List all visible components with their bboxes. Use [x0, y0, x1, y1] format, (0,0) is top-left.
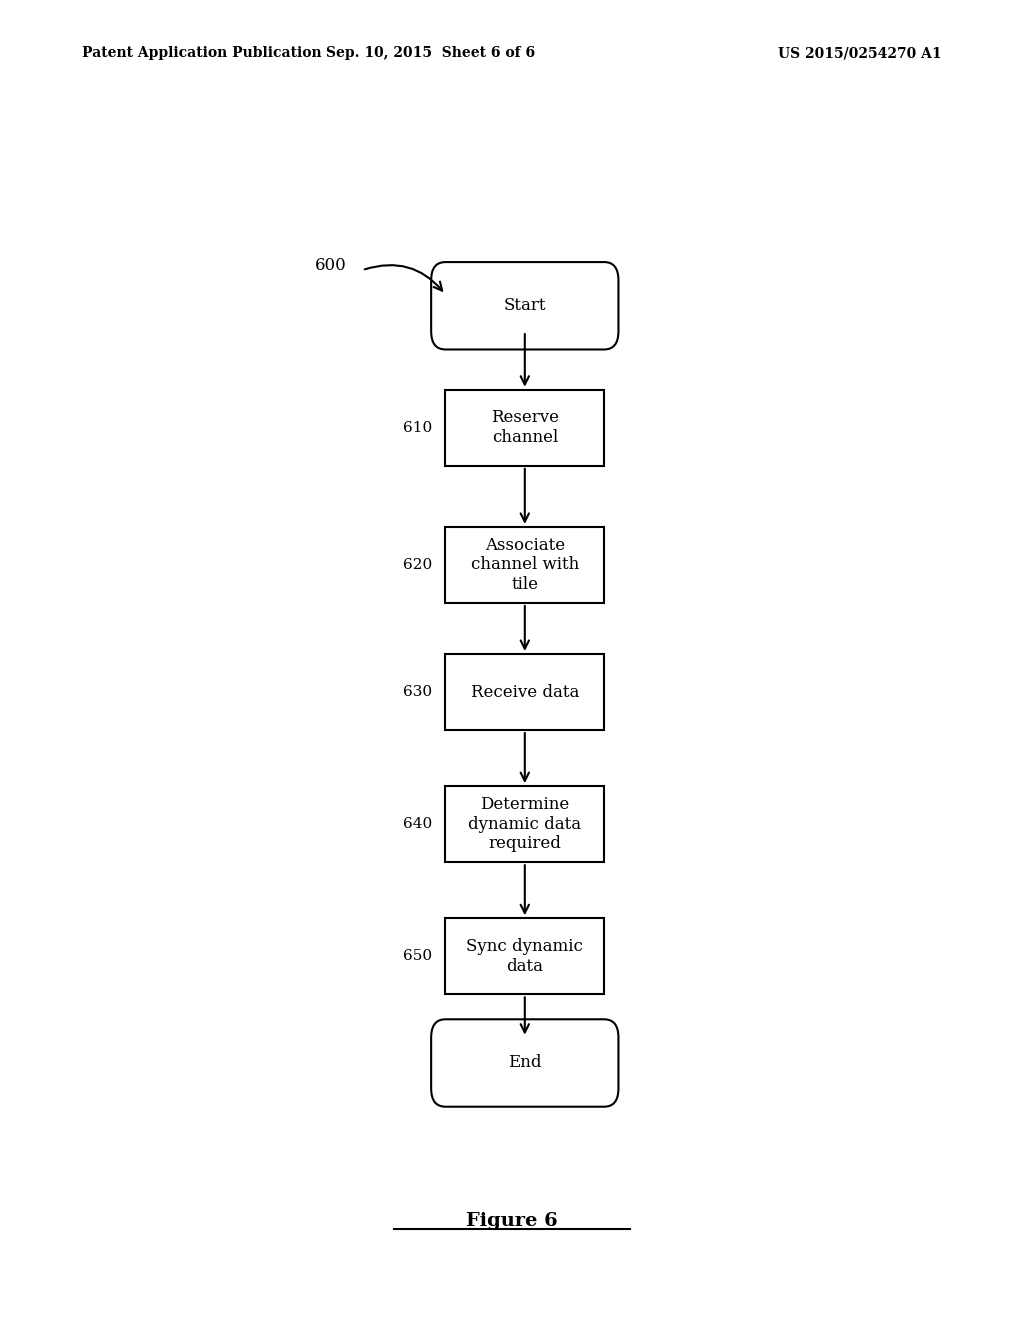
Bar [445, 389, 604, 466]
Text: Sync dynamic
data: Sync dynamic data [466, 939, 584, 974]
FancyBboxPatch shape [431, 1019, 618, 1106]
Text: 650: 650 [403, 949, 432, 964]
Text: Sep. 10, 2015  Sheet 6 of 6: Sep. 10, 2015 Sheet 6 of 6 [326, 46, 535, 61]
Text: Determine
dynamic data
required: Determine dynamic data required [468, 796, 582, 853]
Text: 640: 640 [403, 817, 432, 832]
Bar [445, 653, 604, 730]
Bar [445, 527, 604, 603]
Text: 620: 620 [403, 558, 432, 572]
Text: Patent Application Publication: Patent Application Publication [82, 46, 322, 61]
Text: End: End [508, 1055, 542, 1072]
Bar [445, 785, 604, 862]
Text: Figure 6: Figure 6 [466, 1212, 558, 1230]
Text: 600: 600 [314, 256, 346, 273]
Text: Associate
channel with
tile: Associate channel with tile [471, 537, 579, 593]
FancyBboxPatch shape [431, 263, 618, 350]
Text: US 2015/0254270 A1: US 2015/0254270 A1 [778, 46, 942, 61]
Text: Start: Start [504, 297, 546, 314]
Text: Reserve
channel: Reserve channel [490, 409, 559, 446]
Bar [445, 919, 604, 994]
Text: 610: 610 [403, 421, 432, 434]
Text: Receive data: Receive data [471, 684, 579, 701]
Text: 630: 630 [403, 685, 432, 700]
